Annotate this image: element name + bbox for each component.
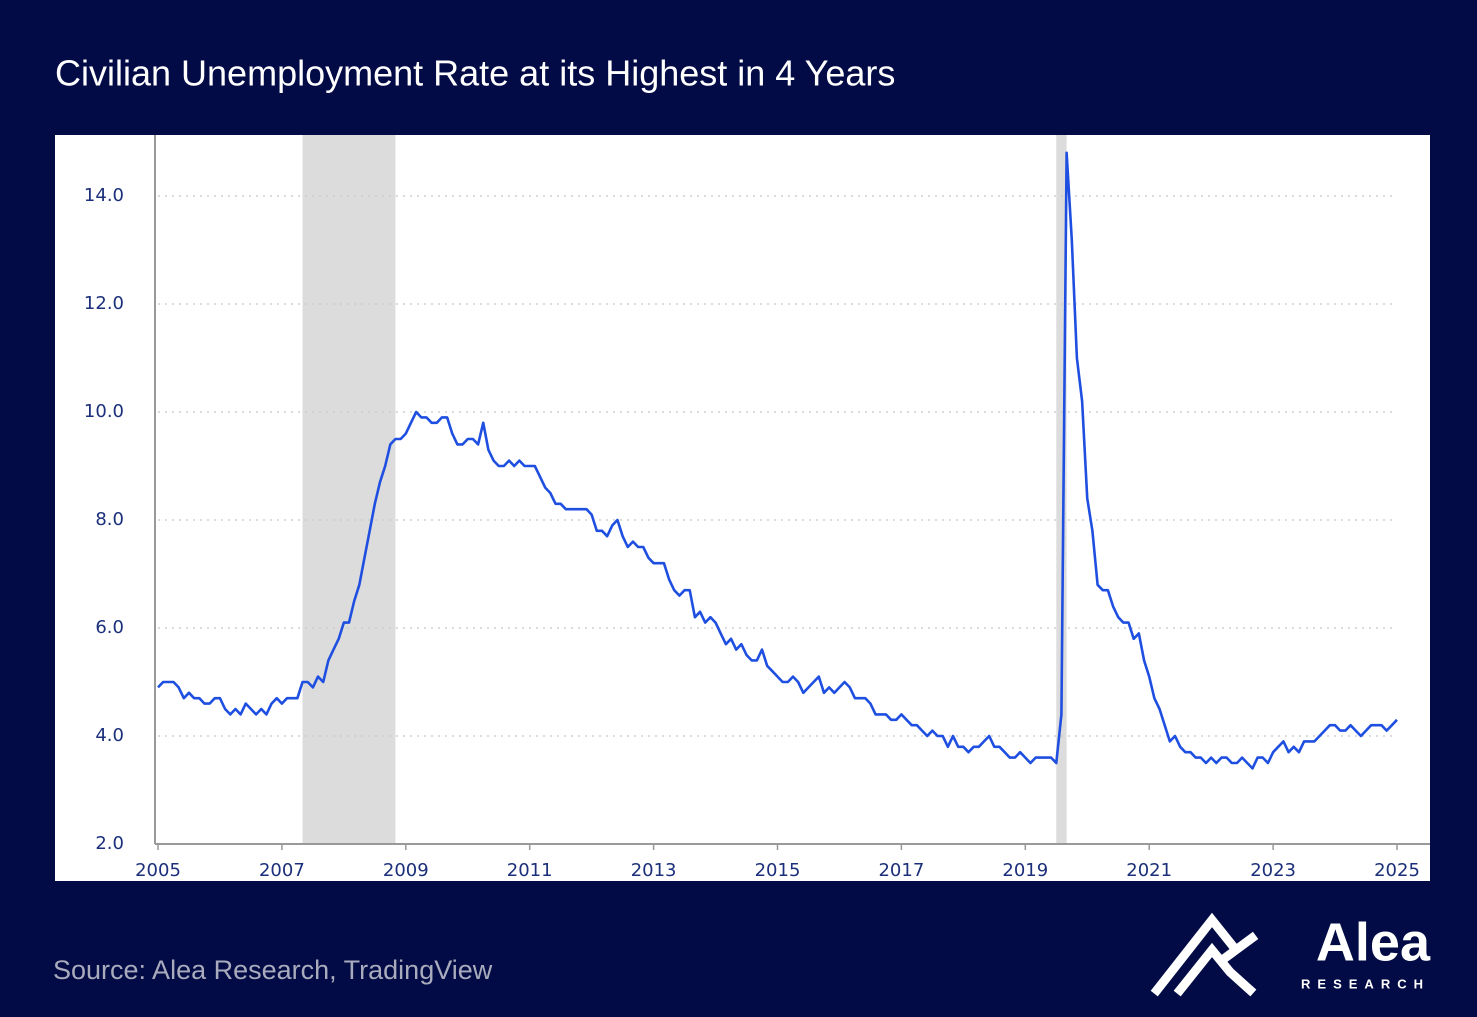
x-tick-label: 2021 xyxy=(1126,860,1172,881)
plot: 2.0 4.0 6.0 8.0 10.0 12.0 14.0 2005 2007 2009 2011… xyxy=(84,135,1430,881)
x-tick-label: 2009 xyxy=(383,860,429,881)
logo-tagline: RESEARCH xyxy=(1301,976,1430,991)
y-tick-label: 10.0 xyxy=(84,401,124,422)
y-tick-label: 12.0 xyxy=(84,293,124,314)
x-tick-label: 2017 xyxy=(878,860,924,881)
plot-area xyxy=(55,135,1430,881)
recession-band xyxy=(302,135,396,844)
y-tick-label: 4.0 xyxy=(95,725,124,746)
data-line xyxy=(157,151,1398,770)
logo-name: Alea xyxy=(1316,912,1431,972)
logo-mark xyxy=(1150,912,1259,997)
y-tick-label: 2.0 xyxy=(95,833,124,854)
x-tick-label: 2023 xyxy=(1250,860,1296,881)
x-tick-label: 2019 xyxy=(1002,860,1048,881)
logo: Alea RESEARCH xyxy=(1150,912,1431,997)
y-tick-label: 6.0 xyxy=(95,617,124,638)
chart-title: Civilian Unemployment Rate at its Highes… xyxy=(55,53,895,94)
x-tick-label: 2011 xyxy=(507,860,553,881)
x-tick-label: 2025 xyxy=(1374,860,1420,881)
x-tick-label: 2005 xyxy=(135,860,181,881)
x-tick-label: 2007 xyxy=(259,860,305,881)
x-tick-label: 2015 xyxy=(755,860,801,881)
y-tick-label: 14.0 xyxy=(84,185,124,206)
y-tick-label: 8.0 xyxy=(95,509,124,530)
x-tick-label: 2013 xyxy=(631,860,677,881)
recession-band xyxy=(1056,135,1067,844)
source-note: Source: Alea Research, TradingView xyxy=(53,955,493,985)
